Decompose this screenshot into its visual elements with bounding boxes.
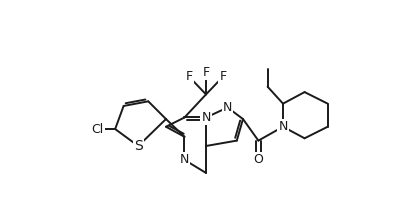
Text: F: F (202, 66, 210, 79)
Text: F: F (186, 70, 193, 83)
Text: Cl: Cl (91, 123, 104, 136)
Text: S: S (134, 139, 143, 153)
Text: N: N (278, 120, 288, 133)
Text: F: F (220, 70, 226, 83)
Text: N: N (180, 153, 189, 166)
Text: N: N (201, 111, 211, 124)
Text: N: N (223, 101, 232, 114)
Text: O: O (253, 153, 263, 166)
